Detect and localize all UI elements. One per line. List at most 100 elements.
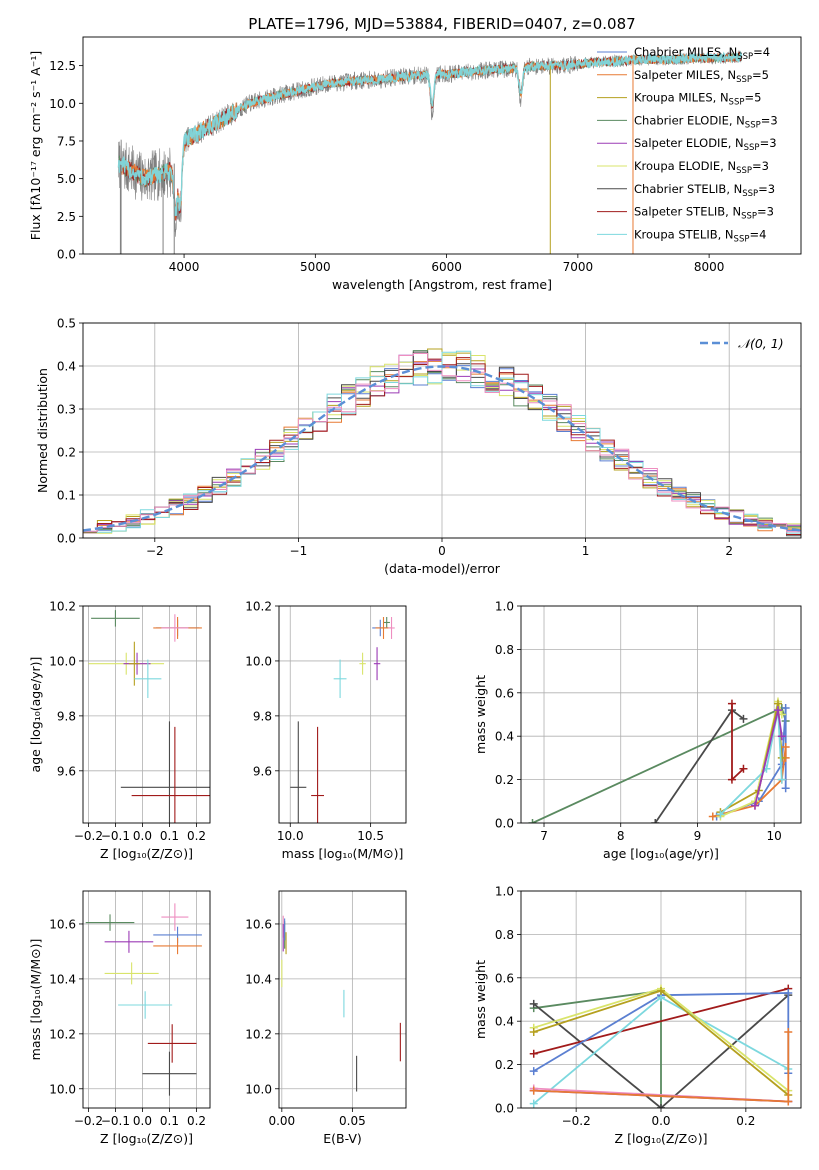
x-tick-label: 0.2 — [736, 1114, 755, 1128]
weight-marker-kroupa_miles — [777, 753, 786, 762]
y-tick-label: 0.4 — [495, 1015, 514, 1029]
y-tick-label: 10.2 — [245, 600, 272, 614]
y-tick-label: 10.0 — [245, 654, 272, 668]
legend-label: Kroupa MILES, NSSP=5 — [634, 91, 761, 108]
x-tick-label: −2 — [146, 544, 164, 558]
legend-label-text: Salpeter ELODIE, N — [634, 136, 744, 150]
y-tick-label: 9.6 — [57, 764, 76, 778]
y-tick-label: 10.4 — [49, 972, 76, 986]
panel-weight-vs-age: 7 8 9 10 0.0 0.2 0.4 0.6 0.8 1.0 age [log₁₀(age/yr… — [473, 600, 802, 861]
weight-marker-salpeter_stelib — [739, 764, 748, 773]
y-tick-label: 7.5 — [57, 134, 76, 148]
y-axis-label: Normed distribution — [35, 368, 50, 493]
weight-marker-salpeter_miles — [781, 743, 790, 752]
legend-label-text: Chabrier ELODIE, N — [634, 113, 745, 127]
weight-marker-kroupa_miles — [657, 986, 665, 995]
legend-label-text: Kroupa MILES, N — [634, 91, 729, 105]
legend-label-sub: SSP — [741, 212, 757, 222]
x-axis-label: E(B-V) — [323, 1131, 362, 1146]
panel-mass-vs-Z: −0.2−0.1 0.0 0.1 0.2 10.0 10.2 10.4 10.6 Z [log₁… — [28, 890, 211, 1146]
y-axis-label: age [log₁₀(age/yr)] — [28, 657, 43, 773]
y-tick-label: 10.2 — [245, 1027, 272, 1041]
plot-frame — [82, 605, 211, 824]
y-tick-label: 2.5 — [57, 210, 76, 224]
histogram-pink — [83, 353, 801, 538]
x-axis-label: Z [log₁₀(Z/Z⊙)] — [100, 846, 193, 861]
weight-marker-chabrier_stelib — [657, 1104, 665, 1108]
y-tick-label: 10.6 — [245, 917, 272, 931]
weight-marker-salpeter_miles — [784, 1028, 793, 1037]
y-tick-label: 0.2 — [495, 1058, 514, 1072]
weight-marker-chabrier_miles — [784, 988, 793, 997]
weight-marker-kroupa_stelib — [716, 810, 725, 819]
y-tick-label: 0.0 — [495, 817, 514, 831]
y-tick-label: 9.8 — [57, 709, 76, 723]
y-axis-label: mass weight — [473, 675, 488, 754]
legend-label-text: Kroupa ELODIE, N — [634, 159, 736, 173]
panel-age-vs-mass: 10.0 10.5 9.6 9.8 10.0 10.2 mass [log₁₀(M/M⊙)] — [245, 600, 407, 861]
weight-marker-kroupa_stelib — [529, 1099, 538, 1108]
legend-label-sub: SSP — [729, 98, 745, 108]
weight-marker-kroupa_stelib — [777, 775, 786, 784]
plot-area — [281, 915, 401, 1092]
x-tick-label: 10.5 — [357, 829, 384, 843]
legend-label-tail: =4 — [753, 45, 770, 59]
plot-frame — [278, 605, 407, 824]
weight-marker-salpeter_elodie — [750, 801, 759, 810]
y-tick-label: 0.4 — [57, 360, 76, 374]
plot-area — [88, 610, 210, 823]
y-tick-label: 1.0 — [495, 885, 514, 899]
legend-label: Chabrier MILES, NSSP=4 — [634, 45, 770, 62]
y-tick-label: 0.2 — [57, 446, 76, 460]
x-tick-label: 0.2 — [187, 1114, 206, 1128]
y-tick-label: 10.0 — [49, 1082, 76, 1096]
plot-frame — [520, 605, 802, 824]
legend-label: Kroupa STELIB, NSSP=4 — [634, 227, 766, 244]
y-tick-label: 9.8 — [253, 709, 272, 723]
y-tick-label: 0.0 — [57, 248, 76, 262]
panel-spectrum: 4000 5000 6000 7000 8000 0.0 2.5 5.0 7.5 10.0 12.5… — [28, 36, 802, 292]
legend-label-text: Salpeter STELIB, N — [634, 205, 741, 219]
weight-marker-salpeter_miles — [708, 812, 717, 821]
y-tick-label: 12.5 — [49, 59, 76, 73]
x-tick-label: −0.2 — [562, 1114, 591, 1128]
legend-label-sub: SSP — [742, 189, 758, 199]
y-tick-label: 0.8 — [495, 928, 514, 942]
y-tick-label: 0.5 — [57, 317, 76, 331]
weight-line-salpeter_stelib — [533, 987, 789, 1055]
x-tick-label: −0.1 — [101, 1114, 130, 1128]
weight-marker-salpeter_stelib — [529, 1049, 538, 1058]
legend-label-tail: =3 — [757, 205, 774, 219]
y-axis-label: mass weight — [473, 960, 488, 1039]
panel-residuals: −2 −1 0 1 2 0.0 0.1 0.2 0.3 0.4 0.5 (data-model)/er… — [35, 317, 802, 576]
weight-marker-chabrier_miles — [781, 703, 790, 712]
legend-label-tail: =5 — [752, 68, 769, 82]
x-axis-label: age [log₁₀(age/yr)] — [603, 846, 719, 861]
y-tick-label: 9.6 — [253, 764, 272, 778]
x-tick-label: 8000 — [694, 260, 725, 274]
plot-frame — [82, 36, 802, 255]
x-tick-label: −1 — [290, 544, 308, 558]
legend-label-text: Kroupa STELIB, N — [634, 227, 734, 241]
plot-area — [528, 697, 790, 823]
x-tick-label: 7 — [540, 829, 548, 843]
weight-marker-chabrier_elodie — [528, 819, 537, 823]
y-tick-label: 0.0 — [57, 532, 76, 546]
plot-area — [117, 49, 743, 254]
y-tick-label: 0.6 — [495, 971, 514, 985]
x-tick-label: 4000 — [169, 260, 200, 274]
x-tick-label: 2 — [725, 544, 733, 558]
plot-frame — [278, 890, 407, 1109]
y-tick-label: 0.0 — [495, 1102, 514, 1116]
y-tick-label: 0.8 — [495, 643, 514, 657]
y-tick-label: 10.0 — [245, 1082, 272, 1096]
weight-marker-chabrier_stelib — [529, 999, 538, 1008]
weight-marker-salpeter_elodie — [773, 706, 782, 715]
x-axis-label: Z [log₁₀(Z/Z⊙)] — [100, 1131, 193, 1146]
weight-marker-chabrier_stelib — [651, 819, 660, 823]
weight-marker-salpeter_miles — [784, 1097, 793, 1106]
x-axis-label: Z [log₁₀(Z/Z⊙)] — [615, 1131, 708, 1146]
x-tick-label: 0.2 — [187, 829, 206, 843]
x-tick-label: 8 — [617, 829, 625, 843]
